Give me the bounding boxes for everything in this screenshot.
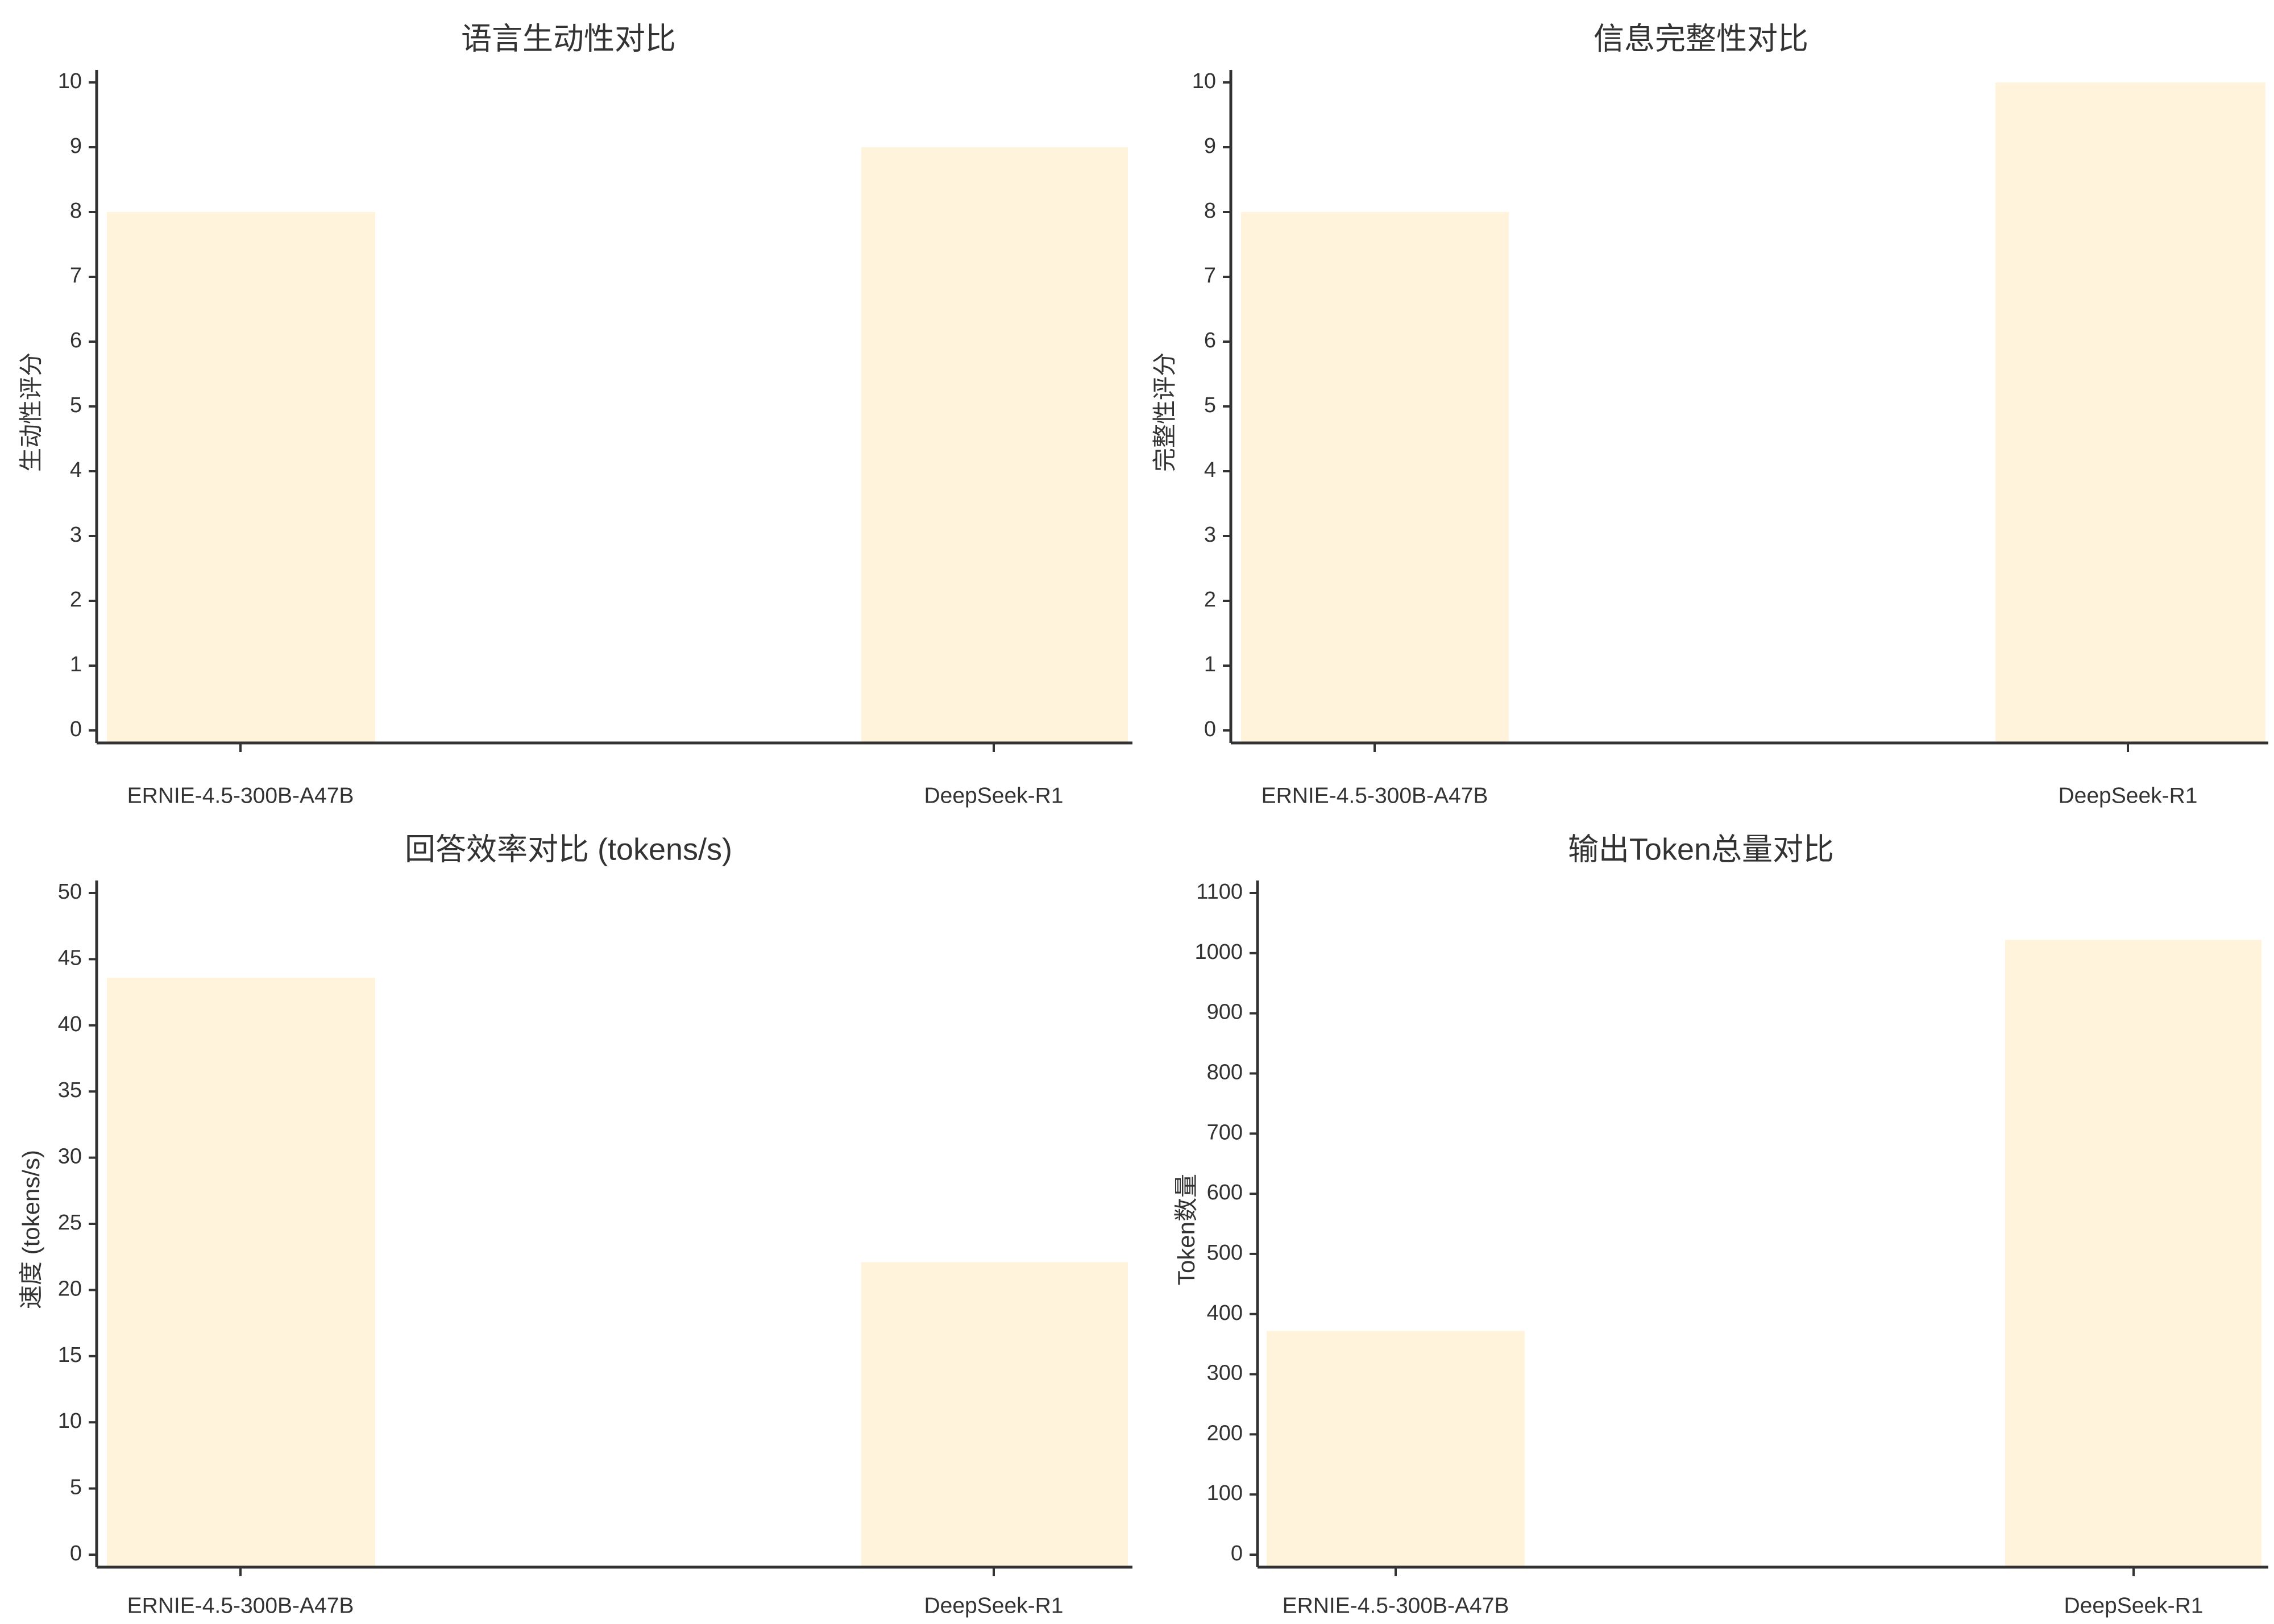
y-tick-label: 0 — [1231, 1542, 1243, 1565]
chart-title: 信息完整性对比 — [1594, 22, 1808, 56]
y-axis-label: 速度 (tokens/s) — [18, 1150, 44, 1309]
y-tick-label: 200 — [1207, 1421, 1243, 1445]
y-tick-label: 0 — [1204, 717, 1216, 741]
chart-panel-2: 信息完整性对比 0 1 2 3 4 5 6 7 8 9 10 ERNIE-4.5-300B-A47B De… — [1151, 22, 2268, 808]
chart-panel-1: 语言生动性对比 0 1 2 3 4 5 6 7 8 9 10 ERNIE-4.5-300B-A47B De… — [18, 22, 1132, 808]
bar-1 — [107, 977, 375, 1567]
y-tick-label: 1 — [70, 653, 82, 676]
y-tick-label: 9 — [1204, 134, 1216, 158]
y-tick-label: 30 — [58, 1145, 82, 1169]
y-tick-label: 300 — [1207, 1361, 1243, 1385]
y-tick-label: 25 — [58, 1211, 82, 1235]
y-tick-label: 1000 — [1194, 940, 1243, 964]
bar-2 — [2005, 940, 2261, 1567]
y-tick-label: 45 — [58, 946, 82, 970]
chart-title: 回答效率对比 (tokens/s) — [405, 832, 732, 866]
y-tick-label: 0 — [70, 1542, 82, 1565]
y-tick-label: 700 — [1207, 1120, 1243, 1144]
x-category-label: ERNIE-4.5-300B-A47B — [1283, 1593, 1509, 1618]
y-tick-label: 3 — [70, 523, 82, 547]
y-axis-label: Token数量 — [1173, 1174, 1200, 1285]
bar-2 — [1995, 82, 2265, 743]
y-axis-label: 完整性评分 — [1151, 352, 1178, 472]
bar-2 — [861, 1262, 1128, 1567]
y-tick-label: 35 — [58, 1078, 82, 1102]
y-tick-label: 40 — [58, 1012, 82, 1036]
y-tick-label: 8 — [70, 199, 82, 223]
y-tick-label: 10 — [58, 69, 82, 93]
y-tick-label: 20 — [58, 1277, 82, 1301]
chart-panel-3: 回答效率对比 (tokens/s) 0 5 10 15 20 25 30 35 40 45 50 ERN… — [18, 832, 1132, 1618]
y-tick-label: 50 — [58, 880, 82, 904]
x-category-label: DeepSeek-R1 — [924, 1593, 1064, 1618]
chart-panel-4: 输出Token总量对比 0 100 200 300 400 500 600 700 800 900 1… — [1173, 832, 2268, 1618]
bar-1 — [107, 212, 375, 743]
y-tick-label: 2 — [1204, 588, 1216, 612]
x-category-label: DeepSeek-R1 — [2064, 1593, 2204, 1618]
x-category-label: ERNIE-4.5-300B-A47B — [127, 1593, 354, 1618]
y-tick-label: 5 — [1204, 393, 1216, 417]
y-tick-label: 400 — [1207, 1301, 1243, 1325]
bar-1 — [1241, 212, 1509, 743]
y-tick-label: 100 — [1207, 1481, 1243, 1505]
chart-title: 语言生动性对比 — [461, 22, 676, 56]
y-tick-label: 4 — [70, 458, 82, 482]
y-tick-label: 5 — [70, 1476, 82, 1500]
y-tick-label: 1100 — [1196, 880, 1243, 904]
y-tick-label: 500 — [1207, 1241, 1243, 1265]
x-category-label: ERNIE-4.5-300B-A47B — [127, 783, 354, 808]
y-tick-label: 10 — [1192, 69, 1216, 93]
y-tick-label: 0 — [70, 717, 82, 741]
y-tick-label: 600 — [1207, 1181, 1243, 1204]
x-category-label: DeepSeek-R1 — [2059, 783, 2198, 808]
x-category-label: DeepSeek-R1 — [924, 783, 1064, 808]
y-tick-label: 8 — [1204, 199, 1216, 223]
y-tick-label: 5 — [70, 393, 82, 417]
y-tick-label: 15 — [58, 1343, 82, 1367]
y-tick-label: 6 — [70, 329, 82, 352]
y-tick-label: 7 — [1204, 264, 1216, 288]
y-tick-label: 800 — [1207, 1060, 1243, 1084]
y-tick-label: 4 — [1204, 458, 1216, 482]
bar-2 — [861, 147, 1128, 743]
y-tick-label: 9 — [70, 134, 82, 158]
y-tick-label: 1 — [1204, 653, 1216, 676]
y-tick-label: 2 — [70, 588, 82, 612]
y-tick-label: 6 — [1204, 329, 1216, 352]
y-tick-label: 10 — [58, 1409, 82, 1433]
x-category-label: ERNIE-4.5-300B-A47B — [1262, 783, 1488, 808]
y-axis-label: 生动性评分 — [18, 352, 44, 472]
y-tick-label: 3 — [1204, 523, 1216, 547]
y-tick-label: 7 — [70, 264, 82, 288]
chart-title: 输出Token总量对比 — [1568, 832, 1834, 866]
bar-1 — [1267, 1331, 1525, 1567]
y-tick-label: 900 — [1207, 1000, 1243, 1024]
